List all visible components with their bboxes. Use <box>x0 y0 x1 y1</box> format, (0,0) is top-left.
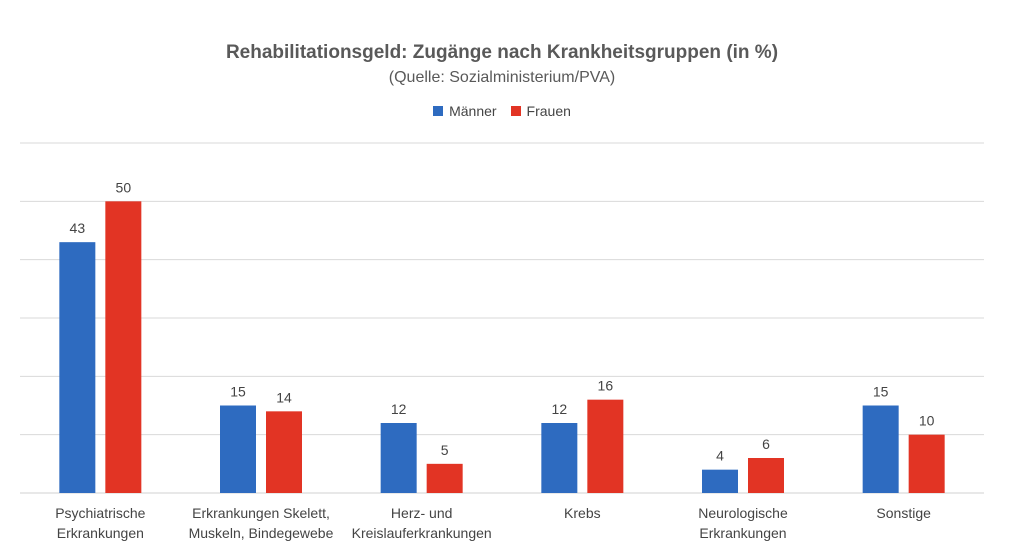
category-label: Psychiatrische <box>55 505 145 521</box>
data-label-frauen: 5 <box>441 442 449 458</box>
bar-maenner <box>862 405 899 493</box>
data-label-maenner: 12 <box>391 401 407 417</box>
category-label: Erkrankungen <box>699 525 786 541</box>
bar-maenner <box>220 405 256 493</box>
category-label: Krebs <box>564 505 601 521</box>
legend-label-frauen: Frauen <box>526 103 571 119</box>
data-label-maenner: 15 <box>873 384 889 400</box>
bar-frauen <box>426 463 463 493</box>
legend-item-maenner: Männer <box>433 103 497 119</box>
data-label-frauen: 16 <box>598 378 614 394</box>
legend-swatch-frauen <box>510 106 521 116</box>
data-label-frauen: 6 <box>762 436 770 452</box>
data-label-maenner: 15 <box>230 384 246 400</box>
data-label-frauen: 14 <box>276 389 292 405</box>
bar-frauen <box>105 201 142 494</box>
legend-item-frauen: Frauen <box>510 103 571 119</box>
legend-label-maenner: Männer <box>449 103 497 119</box>
bar-maenner <box>702 469 738 493</box>
bar-maenner <box>380 423 417 493</box>
category-label: Kreislauferkrankungen <box>352 525 492 541</box>
data-label-maenner: 43 <box>70 220 86 236</box>
data-label-frauen: 10 <box>919 413 935 429</box>
data-label-maenner: 12 <box>552 401 568 417</box>
legend: Männer Frauen <box>0 103 1004 119</box>
category-label: Erkrankungen Skelett, <box>192 505 330 521</box>
bar-maenner <box>59 242 96 493</box>
category-label: Sonstige <box>876 505 931 521</box>
bar-frauen <box>908 434 945 493</box>
data-label-maenner: 4 <box>716 448 724 464</box>
chart-title: Rehabilitationsgeld: Zugänge nach Krankh… <box>225 42 779 63</box>
legend-swatch-maenner <box>433 106 444 116</box>
bar-frauen <box>748 458 784 493</box>
category-label: Neurologische <box>698 505 788 521</box>
bar-frauen <box>587 399 624 493</box>
category-label: Erkrankungen <box>57 525 144 541</box>
category-label: Muskeln, Bindegewebe <box>189 525 334 541</box>
bar-maenner <box>541 423 578 493</box>
bar-frauen <box>266 411 302 493</box>
chart-subtitle: (Quelle: Sozialministerium/PVA) <box>388 69 616 86</box>
data-label-frauen: 50 <box>116 179 132 195</box>
category-label: Herz- und <box>391 505 452 521</box>
